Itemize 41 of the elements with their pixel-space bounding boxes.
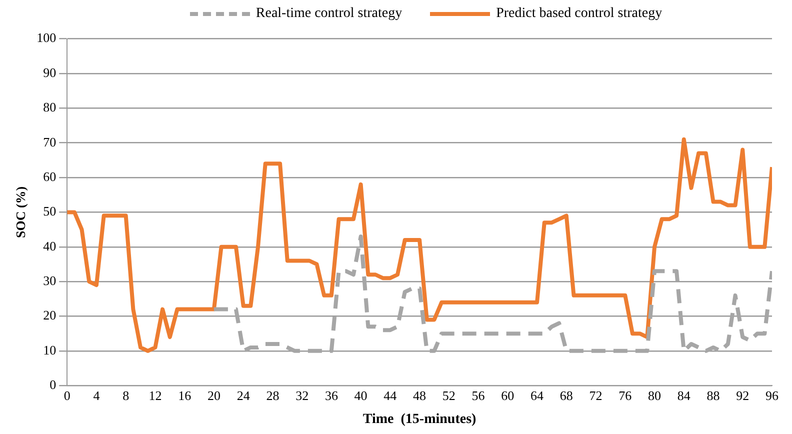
x-tick-label: 60 bbox=[501, 388, 514, 403]
x-tick-label: 52 bbox=[442, 388, 456, 403]
y-tick-label: 20 bbox=[43, 308, 56, 323]
x-tick-label: 56 bbox=[472, 388, 486, 403]
y-tick-label: 50 bbox=[43, 204, 56, 219]
x-tick-label: 84 bbox=[677, 388, 691, 403]
x-tick-label: 44 bbox=[384, 388, 398, 403]
y-tick-label: 30 bbox=[43, 272, 56, 288]
x-tick-label: 8 bbox=[122, 388, 130, 403]
y-tick-label: 40 bbox=[43, 238, 56, 254]
x-tick-label: 72 bbox=[589, 388, 602, 403]
y-tick-label: 0 bbox=[50, 377, 56, 392]
line-series bbox=[212, 234, 772, 353]
x-tick-label: 68 bbox=[560, 388, 573, 403]
y-tick-label: 80 bbox=[43, 100, 56, 115]
x-tick-label: 28 bbox=[266, 388, 280, 403]
x-tick-label: 40 bbox=[354, 388, 368, 403]
y-tick-label: 100 bbox=[36, 30, 56, 46]
y-tick-label: 70 bbox=[43, 134, 56, 150]
x-tick-label: 20 bbox=[207, 388, 220, 403]
x-tick-label: 12 bbox=[148, 388, 162, 403]
x-tick-label: 0 bbox=[64, 388, 70, 403]
x-tick-label: 32 bbox=[296, 388, 309, 403]
y-tick-label: 10 bbox=[43, 342, 56, 358]
x-tick-label: 4 bbox=[93, 388, 100, 403]
x-tick-label: 36 bbox=[324, 388, 338, 403]
legend-label: Predict based control strategy bbox=[496, 6, 662, 22]
x-axis-title: Time (15-minutes) bbox=[362, 412, 477, 428]
x-tick-label: 64 bbox=[530, 388, 544, 403]
x-tick-label: 96 bbox=[766, 388, 779, 403]
y-tick-label: 60 bbox=[43, 168, 56, 184]
x-tick-label: 92 bbox=[736, 388, 750, 403]
x-tick-label: 76 bbox=[618, 388, 632, 403]
x-tick-label: 80 bbox=[648, 388, 662, 403]
x-tick-label: 88 bbox=[706, 388, 720, 403]
legend-label: Real-time control strategy bbox=[256, 6, 402, 22]
x-tick-label: 48 bbox=[413, 388, 426, 403]
x-tick-label: 16 bbox=[178, 388, 192, 403]
x-tick-label: 24 bbox=[236, 388, 250, 403]
y-axis-title: SOC (%) bbox=[13, 186, 28, 238]
y-tick-label: 90 bbox=[43, 64, 56, 80]
